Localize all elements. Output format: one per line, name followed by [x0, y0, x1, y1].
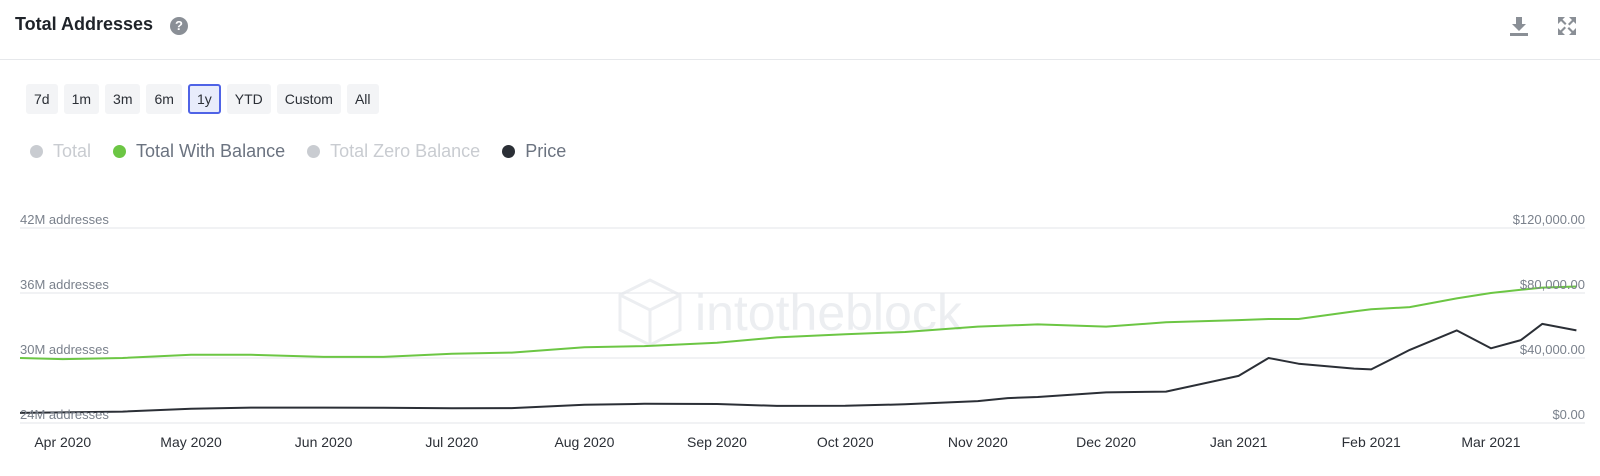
legend-item-total-with-balance[interactable]: Total With Balance	[113, 141, 285, 162]
legend-dot	[30, 145, 43, 158]
series-line-price[interactable]	[19, 322, 1577, 414]
legend-label: Total With Balance	[136, 141, 286, 161]
x-tick-label: Jul 2020	[425, 434, 478, 450]
time-range-selector: 7d 1m 3m 6m 1y YTD Custom All	[26, 84, 379, 114]
x-tick-label: Apr 2020	[34, 434, 91, 450]
download-icon[interactable]	[1507, 14, 1531, 38]
range-button-ytd[interactable]: YTD	[226, 84, 271, 114]
y-left-tick-label: 36M addresses	[20, 277, 109, 292]
legend-item-total[interactable]: Total	[30, 141, 91, 162]
chart-header: Total Addresses ?	[0, 0, 1600, 60]
range-button-custom[interactable]: Custom	[276, 84, 341, 114]
x-tick-label: Jun 2020	[295, 434, 353, 450]
y-right-tick-label: $120,000.00	[1513, 212, 1585, 227]
x-tick-label: Jan 2021	[1210, 434, 1268, 450]
y-left-tick-label: 42M addresses	[20, 212, 109, 227]
legend-dot	[307, 145, 321, 158]
chart-plot: intotheblock 24M addresses 30M addresses 3…	[19, 212, 1585, 450]
range-button-1m[interactable]: 1m	[63, 84, 100, 114]
watermark: intotheblock	[618, 278, 963, 347]
x-tick-label: Aug 2020	[554, 434, 614, 450]
y-right-tick-label: $0.00	[1552, 407, 1585, 422]
legend-item-total-zero-balance[interactable]: Total Zero Balance	[307, 141, 480, 162]
legend-dot	[113, 145, 127, 158]
legend-dot	[502, 145, 516, 158]
legend-label: Total	[53, 141, 92, 161]
range-button-1y[interactable]: 1y	[187, 84, 221, 114]
series-line-total-with-balance[interactable]	[19, 285, 1577, 361]
chart-legend: Total Total With Balance Total Zero Balanc…	[30, 141, 566, 162]
x-tick-label: Sep 2020	[687, 434, 747, 450]
expand-icon[interactable]	[1555, 14, 1579, 38]
chart-title: Total Addresses	[15, 14, 154, 34]
x-tick-label: Nov 2020	[948, 434, 1008, 450]
y-left-tick-label: 24M addresses	[20, 407, 109, 422]
x-tick-label: May 2020	[160, 434, 222, 450]
question-circle-icon[interactable]: ?	[170, 17, 188, 35]
range-button-all[interactable]: All	[346, 84, 379, 114]
legend-label: Total Zero Balance	[330, 141, 481, 161]
x-tick-label: Dec 2020	[1076, 434, 1136, 450]
x-tick-label: Feb 2021	[1342, 434, 1401, 450]
range-button-7d[interactable]: 7d	[26, 84, 58, 114]
legend-label: Price	[525, 141, 567, 161]
y-right-tick-label: $40,000.00	[1520, 342, 1585, 357]
y-right-tick-label: $80,000.00	[1520, 277, 1585, 292]
range-button-3m[interactable]: 3m	[105, 84, 141, 114]
legend-item-price[interactable]: Price	[502, 141, 566, 162]
y-left-tick-label: 30M addresses	[20, 342, 109, 357]
x-tick-label: Mar 2021	[1461, 434, 1520, 450]
x-tick-label: Oct 2020	[817, 434, 874, 450]
range-button-6m[interactable]: 6m	[146, 84, 182, 114]
